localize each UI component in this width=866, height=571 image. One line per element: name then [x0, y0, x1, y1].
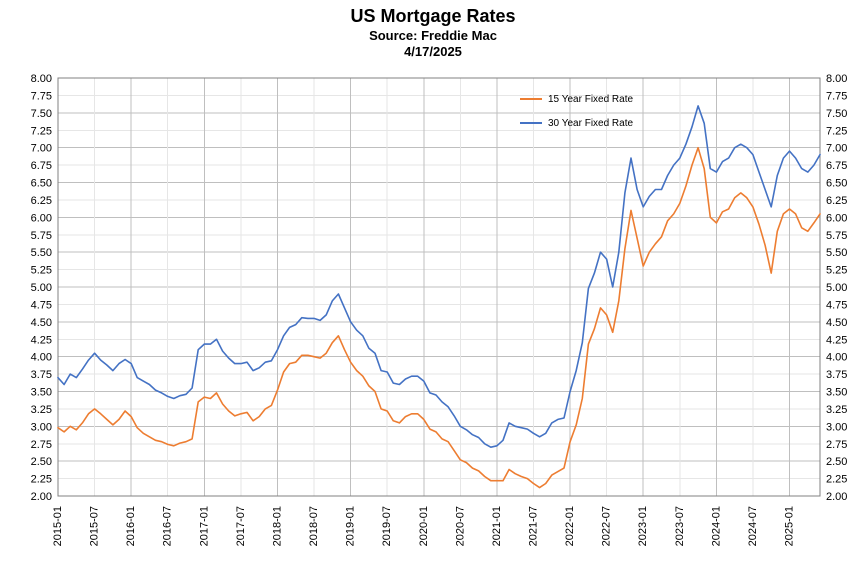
y-axis-label-right: 4.25 [826, 334, 847, 346]
y-axis-label-left: 6.50 [31, 178, 52, 190]
x-axis-label: 2017-01 [198, 506, 210, 546]
x-axis-label: 2022-01 [564, 506, 576, 546]
y-axis-label-right: 4.75 [826, 299, 847, 311]
y-axis-label-right: 3.25 [826, 404, 847, 416]
y-axis-label-left: 4.25 [31, 334, 52, 346]
y-axis-label-left: 2.50 [31, 456, 52, 468]
series-line [58, 148, 820, 488]
y-axis-label-left: 2.75 [31, 439, 52, 451]
x-axis-label: 2018-01 [271, 506, 283, 546]
y-axis-label-left: 8.00 [31, 73, 52, 85]
x-axis-label: 2015-01 [52, 506, 64, 546]
x-axis-label: 2021-01 [491, 506, 503, 546]
y-axis-label-left: 7.75 [31, 90, 52, 102]
x-axis-label: 2023-01 [637, 506, 649, 546]
y-axis-label-right: 3.00 [826, 421, 847, 433]
y-axis-label-left: 6.00 [31, 212, 52, 224]
y-axis-label-right: 4.50 [826, 317, 847, 329]
y-axis-label-right: 6.25 [826, 195, 847, 207]
legend-swatch [520, 98, 542, 100]
y-axis-label-right: 5.50 [826, 247, 847, 259]
y-axis-label-left: 7.25 [31, 125, 52, 137]
x-axis-label: 2019-07 [381, 506, 393, 546]
y-axis-label-left: 3.75 [31, 369, 52, 381]
y-axis-label-left: 5.00 [31, 282, 52, 294]
x-axis-label: 2022-07 [601, 506, 613, 546]
series-line [58, 106, 820, 447]
y-axis-label-right: 2.25 [826, 474, 847, 486]
legend-item: 15 Year Fixed Rate [520, 94, 633, 105]
y-axis-label-right: 3.75 [826, 369, 847, 381]
x-axis-label: 2016-01 [125, 506, 137, 546]
y-axis-label-right: 2.50 [826, 456, 847, 468]
x-axis-label: 2020-01 [418, 506, 430, 546]
legend-label: 30 Year Fixed Rate [548, 118, 633, 129]
y-axis-label-left: 3.25 [31, 404, 52, 416]
y-axis-label-right: 5.75 [826, 230, 847, 242]
y-axis-label-right: 2.00 [826, 491, 847, 503]
y-axis-label-right: 4.00 [826, 352, 847, 364]
y-axis-label-right: 7.00 [826, 143, 847, 155]
x-axis-label: 2024-01 [710, 506, 722, 546]
x-axis-label: 2019-01 [345, 506, 357, 546]
x-axis-label: 2016-07 [162, 506, 174, 546]
y-axis-label-left: 5.50 [31, 247, 52, 259]
y-axis-label-left: 4.50 [31, 317, 52, 329]
x-axis-label: 2021-07 [527, 506, 539, 546]
y-axis-label-right: 7.25 [826, 125, 847, 137]
y-axis-label-left: 2.00 [31, 491, 52, 503]
x-axis-label: 2020-07 [454, 506, 466, 546]
x-axis-label: 2017-07 [235, 506, 247, 546]
chart: US Mortgage Rates Source: Freddie Mac 4/… [0, 0, 866, 571]
y-axis-label-left: 6.25 [31, 195, 52, 207]
x-axis-label: 2015-07 [89, 506, 101, 546]
y-axis-label-left: 7.00 [31, 143, 52, 155]
y-axis-label-left: 5.25 [31, 265, 52, 277]
y-axis-label-right: 2.75 [826, 439, 847, 451]
y-axis-label-left: 3.00 [31, 421, 52, 433]
legend-label: 15 Year Fixed Rate [548, 94, 633, 105]
x-axis-label: 2025-01 [784, 506, 796, 546]
y-axis-label-right: 6.00 [826, 212, 847, 224]
y-axis-label-left: 4.00 [31, 352, 52, 364]
x-axis-label: 2024-07 [747, 506, 759, 546]
y-axis-label-left: 6.75 [31, 160, 52, 172]
legend-swatch [520, 122, 542, 124]
y-axis-label-right: 3.50 [826, 387, 847, 399]
x-axis-label: 2018-07 [308, 506, 320, 546]
y-axis-label-left: 4.75 [31, 299, 52, 311]
chart-svg: 2.00 2.00 2.25 2.25 2.50 2.50 2.75 2.75 3.00 3.00… [0, 0, 866, 571]
y-axis-label-right: 5.25 [826, 265, 847, 277]
x-axis-label: 2023-07 [674, 506, 686, 546]
y-axis-label-right: 8.00 [826, 73, 847, 85]
y-axis-label-right: 7.50 [826, 108, 847, 120]
y-axis-label-right: 5.00 [826, 282, 847, 294]
y-axis-label-left: 3.50 [31, 387, 52, 399]
legend-item: 30 Year Fixed Rate [520, 118, 633, 129]
y-axis-label-right: 7.75 [826, 90, 847, 102]
y-axis-label-left: 5.75 [31, 230, 52, 242]
y-axis-label-left: 7.50 [31, 108, 52, 120]
y-axis-label-right: 6.75 [826, 160, 847, 172]
y-axis-label-right: 6.50 [826, 178, 847, 190]
y-axis-label-left: 2.25 [31, 474, 52, 486]
